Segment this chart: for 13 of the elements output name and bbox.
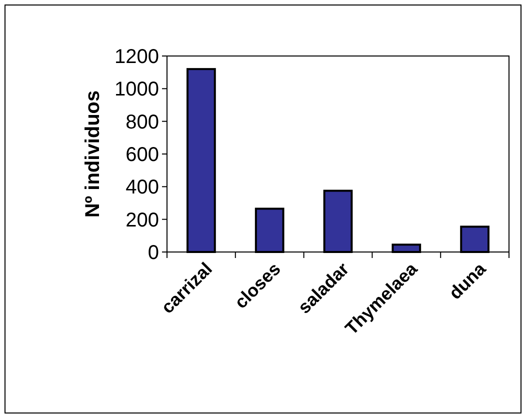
y-tick-label: 1200 [114, 46, 159, 68]
y-tick-label: 800 [126, 111, 159, 134]
y-axis-title: Nº individuos [82, 90, 104, 218]
bar [392, 244, 422, 253]
bar [323, 190, 353, 253]
y-tick-label: 0 [148, 242, 159, 264]
bar [460, 226, 490, 253]
bar [254, 208, 284, 253]
y-tick-label: 400 [126, 176, 159, 199]
y-tick-label: 200 [126, 209, 159, 232]
bar [186, 68, 216, 253]
y-tick-label: 1000 [114, 78, 159, 101]
y-tick-label: 600 [126, 144, 159, 166]
